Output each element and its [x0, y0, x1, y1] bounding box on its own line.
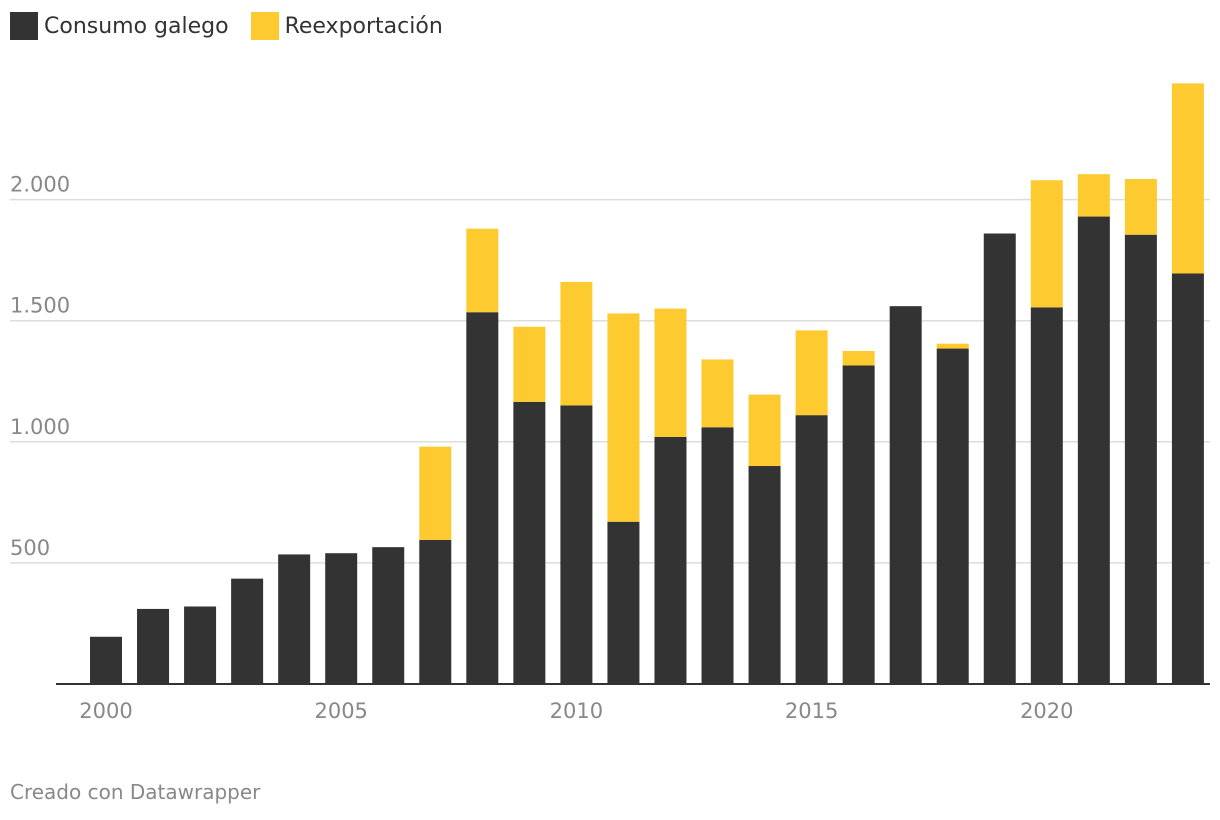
x-tick-label-2000: 2000 — [79, 699, 132, 723]
bar-reexport-2022 — [1124, 179, 1157, 235]
bar-reexport-2008 — [466, 228, 499, 313]
bar-consumo-2013 — [701, 427, 734, 684]
bar-reexport-2011 — [607, 313, 640, 522]
x-tick-label-2020: 2020 — [1020, 699, 1073, 723]
y-tick-label-1500: 1.500 — [10, 294, 70, 318]
bar-consumo-2000 — [90, 636, 122, 684]
bar-reexport-2009 — [513, 326, 546, 402]
bar-consumo-2016 — [842, 365, 875, 684]
bar-reexport-2016 — [842, 350, 875, 366]
y-tick-label-1000: 1.000 — [10, 415, 70, 439]
bar-reexport-2021 — [1077, 174, 1110, 217]
legend-label-reexport: Reexportación — [284, 13, 443, 39]
bar-consumo-2011 — [607, 521, 640, 684]
bar-consumo-2017 — [889, 306, 922, 684]
legend-swatch-consumo — [10, 12, 38, 40]
bar-consumo-2008 — [466, 312, 499, 684]
bar-reexport-2015 — [795, 330, 828, 416]
bar-reexport-2010 — [560, 281, 593, 406]
legend-label-consumo: Consumo galego — [44, 13, 229, 39]
x-tick-label-2015: 2015 — [785, 699, 838, 723]
bar-consumo-2002 — [184, 606, 217, 684]
bar-reexport-2014 — [748, 394, 781, 467]
bar-consumo-2014 — [748, 466, 781, 684]
bar-consumo-2015 — [795, 415, 828, 684]
bar-consumo-2010 — [560, 405, 593, 684]
y-tick-label-2000: 2.000 — [10, 173, 70, 197]
legend-swatch-reexport — [250, 12, 279, 40]
legend: Consumo galego Reexportación — [10, 10, 443, 42]
bar-consumo-2020 — [1030, 307, 1063, 684]
bar-reexport-2023 — [1171, 83, 1204, 274]
bar-reexport-2020 — [1030, 180, 1063, 308]
bar-consumo-2001 — [137, 608, 170, 684]
bar-consumo-2023 — [1171, 273, 1204, 684]
bar-consumo-2004 — [278, 554, 311, 684]
legend-item-consumo: Consumo galego — [10, 12, 229, 40]
bar-consumo-2006 — [372, 547, 405, 684]
bar-reexport-2018 — [936, 343, 969, 349]
bar-reexport-2007 — [419, 446, 452, 540]
bar-consumo-2018 — [936, 348, 969, 684]
bar-consumo-2007 — [419, 539, 452, 684]
bar-consumo-2009 — [513, 401, 546, 684]
bar-consumo-2012 — [654, 436, 687, 684]
y-tick-label-500: 500 — [10, 536, 50, 560]
bar-consumo-2021 — [1077, 216, 1110, 684]
bar-consumo-2005 — [325, 553, 358, 684]
bar-consumo-2022 — [1124, 234, 1157, 684]
bar-consumo-2019 — [983, 233, 1016, 684]
bar-reexport-2012 — [654, 308, 687, 437]
x-tick-label-2005: 2005 — [314, 699, 367, 723]
bar-reexport-2013 — [701, 359, 734, 428]
legend-item-reexport: Reexportación — [250, 12, 443, 40]
footer-credit: Creado con Datawrapper — [10, 780, 261, 804]
bar-consumo-2003 — [231, 578, 264, 684]
x-tick-label-2010: 2010 — [550, 699, 603, 723]
